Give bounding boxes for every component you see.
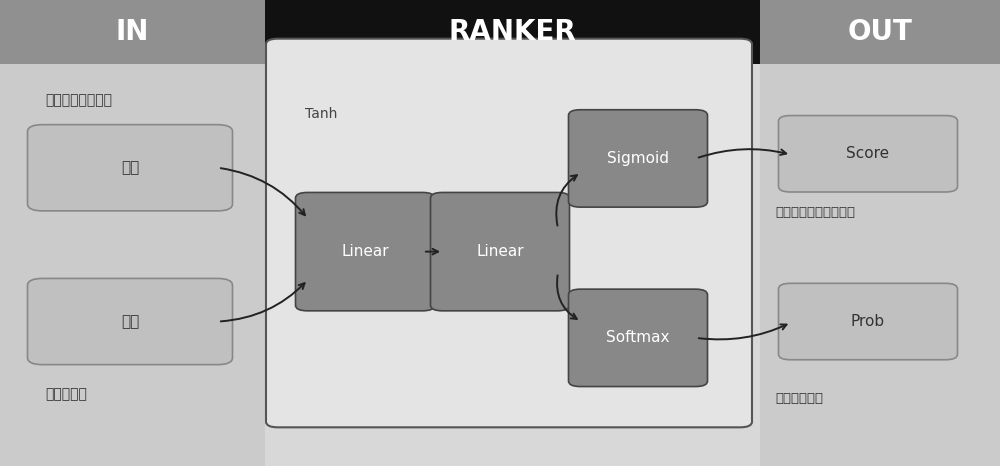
FancyBboxPatch shape: [568, 110, 708, 207]
Bar: [0, 0, 265, 64]
Bar: [760, 64, 1000, 466]
Text: Linear: Linear: [476, 244, 524, 259]
FancyBboxPatch shape: [778, 283, 958, 360]
Text: Prob: Prob: [851, 314, 885, 329]
FancyBboxPatch shape: [28, 125, 232, 211]
Text: 输入: 输入: [121, 314, 139, 329]
Text: 单个查询文档特征: 单个查询文档特征: [45, 93, 112, 107]
FancyBboxPatch shape: [266, 39, 752, 427]
Text: Linear: Linear: [341, 244, 389, 259]
Text: Score: Score: [846, 146, 890, 161]
Text: Sigmoid: Sigmoid: [607, 151, 669, 166]
Text: Softmax: Softmax: [606, 330, 670, 345]
Bar: [760, 0, 1000, 64]
Text: IN: IN: [116, 18, 149, 46]
Text: 输入: 输入: [121, 160, 139, 175]
FancyBboxPatch shape: [430, 192, 570, 311]
Text: 文档分布概率: 文档分布概率: [775, 392, 823, 405]
Text: 查询文档集: 查询文档集: [45, 387, 87, 401]
Text: RANKER: RANKER: [449, 18, 576, 46]
FancyBboxPatch shape: [568, 289, 708, 387]
Text: Tanh: Tanh: [305, 107, 337, 121]
FancyBboxPatch shape: [28, 279, 232, 364]
Bar: [265, 0, 760, 64]
FancyBboxPatch shape: [778, 116, 958, 192]
Bar: [265, 64, 760, 466]
Text: 文档得分（关联程度）: 文档得分（关联程度）: [775, 206, 855, 219]
Bar: [0, 64, 265, 466]
Text: OUT: OUT: [848, 18, 912, 46]
FancyBboxPatch shape: [296, 192, 434, 311]
